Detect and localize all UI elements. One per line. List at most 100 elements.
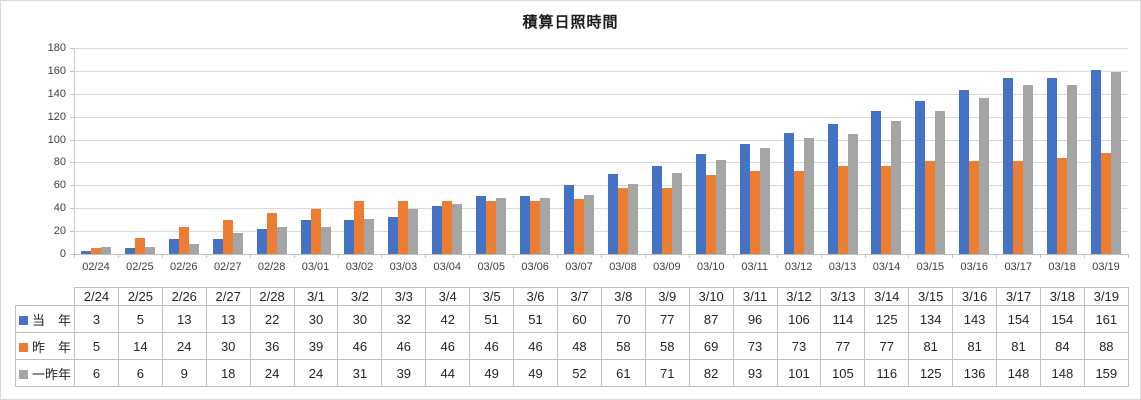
bar-series-1	[881, 165, 892, 254]
bar-series-2	[188, 243, 199, 254]
legend-label: 昨 年	[31, 339, 71, 355]
table-cell: 93	[732, 359, 778, 387]
x-tick-label: 02/24	[82, 261, 110, 273]
bar-group	[865, 48, 909, 254]
table-date-header: 3/14	[864, 287, 910, 306]
legend-swatch-icon	[18, 315, 28, 325]
table-cell: 24	[161, 332, 207, 360]
table-date-header: 3/19	[1083, 287, 1129, 306]
bar-series-1	[574, 199, 585, 254]
x-axis-tick	[469, 254, 470, 258]
table-cell: 9	[161, 359, 207, 387]
y-axis-line	[74, 48, 75, 254]
x-tick-label: 03/15	[916, 261, 945, 273]
table-cell: 114	[820, 305, 866, 333]
table-date-header: 3/6	[513, 287, 558, 306]
y-tick-label: 60	[53, 179, 66, 191]
gridline	[74, 231, 1128, 232]
bar-group	[996, 48, 1040, 254]
table-cell: 49	[513, 359, 558, 387]
bar-series-1	[969, 161, 980, 254]
table-cell: 73	[732, 332, 778, 360]
x-tick-label: 02/26	[170, 261, 198, 273]
table-cell: 61	[600, 359, 646, 387]
table-cell: 154	[1039, 305, 1085, 333]
bar-series-0	[212, 239, 223, 254]
x-tick-label: 03/19	[1092, 261, 1120, 273]
bar-series-0	[1091, 69, 1102, 254]
bar-series-2	[364, 218, 375, 254]
x-axis-tick	[425, 254, 426, 258]
bar-series-2	[671, 172, 682, 254]
bar-group	[645, 48, 689, 254]
table-date-header: 2/25	[117, 287, 163, 306]
table-cell: 30	[337, 305, 383, 333]
bar-series-0	[388, 217, 399, 254]
x-tick-label: 02/27	[213, 261, 242, 273]
table-cell: 51	[513, 305, 558, 333]
x-axis-tick	[908, 254, 909, 258]
legend-cell-series-1: 昨 年	[15, 332, 75, 360]
bar-series-1	[661, 187, 672, 254]
bar-series-0	[871, 110, 882, 254]
legend-label: 一昨年	[31, 366, 71, 382]
bar-series-0	[915, 100, 926, 254]
bar-series-0	[80, 250, 91, 254]
bar-group	[557, 48, 601, 254]
x-axis-tick	[996, 254, 997, 258]
y-axis-tick	[70, 94, 74, 95]
x-tick-label: 02/25	[126, 261, 154, 273]
table-cell: 5	[117, 305, 163, 333]
table-cell: 39	[293, 332, 339, 360]
bar-group	[1084, 48, 1128, 254]
bar-series-1	[793, 170, 804, 254]
x-axis-tick	[733, 254, 734, 258]
gridline	[74, 208, 1128, 209]
table-cell: 71	[644, 359, 690, 387]
bar-group	[294, 48, 338, 254]
y-tick-label: 40	[53, 202, 66, 214]
x-tick-label: 03/17	[1004, 261, 1032, 273]
x-tick-label: 03/02	[345, 261, 374, 273]
table-date-header: 3/9	[644, 287, 690, 306]
bar-group	[777, 48, 821, 254]
table-cell: 51	[469, 305, 515, 333]
table-date-header: 3/11	[732, 287, 778, 306]
table-cell: 125	[864, 305, 910, 333]
table-cell: 88	[1083, 332, 1129, 360]
x-axis-tick	[1040, 254, 1041, 258]
table-cell: 46	[381, 332, 427, 360]
bar-group	[206, 48, 250, 254]
x-axis-tick	[821, 254, 822, 258]
x-axis-tick	[1128, 254, 1129, 258]
table-cell: 32	[381, 305, 427, 333]
table-cell: 6	[117, 359, 163, 387]
table-cell: 39	[381, 359, 427, 387]
bar-series-1	[749, 170, 760, 254]
table-cell: 96	[732, 305, 778, 333]
y-axis-tick	[70, 254, 74, 255]
x-tick-label: 03/18	[1048, 261, 1076, 273]
x-axis-tick	[777, 254, 778, 258]
chart-title: 積算日照時間	[522, 14, 619, 31]
table-cell: 36	[249, 332, 295, 360]
table-cell: 77	[644, 305, 690, 333]
x-tick-label: 03/04	[433, 261, 462, 273]
table-cell: 6	[74, 359, 119, 387]
bar-series-1	[1057, 157, 1068, 254]
x-axis-tick	[1084, 254, 1085, 258]
table-cell: 81	[908, 332, 954, 360]
table-row: 一昨年 6 6 9 18 24 24 31 39 44 49 49 52 61 71 82 93 101 105 11…	[15, 359, 1129, 387]
table-cell: 46	[425, 332, 471, 360]
table-date-header: 3/13	[820, 287, 866, 306]
table-cell: 46	[337, 332, 383, 360]
table-cell: 125	[908, 359, 954, 387]
y-axis-tick	[70, 208, 74, 209]
table-cell: 154	[996, 305, 1041, 333]
table-cell: 13	[161, 305, 207, 333]
data-table: 2/24 2/25 2/26 2/27 2/28 3/1 3/2 3/3 3/4 3/5 3/6 3/…	[15, 287, 1129, 387]
bar-series-0	[520, 195, 531, 254]
y-axis-tick	[70, 117, 74, 118]
table-cell: 46	[513, 332, 558, 360]
